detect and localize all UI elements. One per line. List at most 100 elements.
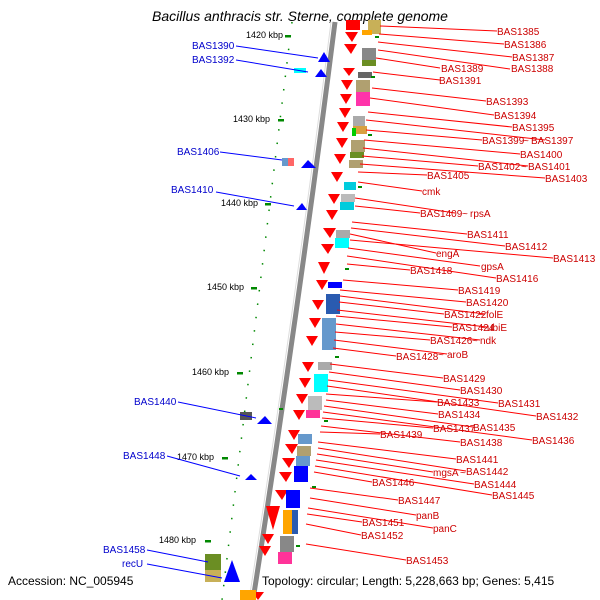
scale-arc <box>221 21 293 600</box>
gene-arrow <box>245 474 257 480</box>
topology-text: Topology: circular; Length: 5,228,663 bp… <box>262 574 555 588</box>
gene-label: BAS1451 <box>362 518 405 529</box>
gene-label: BAS1413 <box>553 254 596 265</box>
gene-label: BAS1452 <box>361 531 404 542</box>
gene-arrow <box>288 430 300 440</box>
scale-tick: 1470 kbp <box>177 452 228 462</box>
gene-label: BAS1431 <box>498 399 541 410</box>
gene-label: BAS1389 <box>441 64 484 75</box>
scale-tick: 1450 kbp <box>207 282 257 292</box>
gene-label: mgsA <box>433 468 459 479</box>
gene-arrow <box>302 362 314 372</box>
scale-tick: 1440 kbp <box>221 198 271 208</box>
svg-text:1470 kbp: 1470 kbp <box>177 452 214 462</box>
gene-label: BAS1430 <box>460 386 503 397</box>
gene-arrow <box>341 80 353 90</box>
gene-label: folE <box>486 310 504 321</box>
gene-label: BAS1428 <box>396 352 439 363</box>
gene-arrow <box>340 94 352 104</box>
gene-arrow <box>266 506 280 530</box>
gene-label: BAS1418 <box>410 266 453 277</box>
gene-label: BAS1458 <box>103 545 146 556</box>
svg-text:~: ~ <box>480 323 486 334</box>
gene-arrow <box>306 336 318 346</box>
left-leader-lines <box>146 45 319 579</box>
gene-arrow <box>315 69 327 77</box>
gene-label: BAS1409 <box>420 209 463 220</box>
gene-label: BAS1442 <box>466 467 509 478</box>
gene-arrow <box>296 394 308 404</box>
gene-label: BAS1429 <box>443 374 486 385</box>
svg-text:1450 kbp: 1450 kbp <box>207 282 244 292</box>
gene-label: aroB <box>447 350 468 361</box>
gene-label: BAS1401 <box>528 162 571 173</box>
gene-arrow <box>326 210 338 220</box>
gene-arrow <box>312 300 324 310</box>
gene-label: engA <box>436 249 460 260</box>
gene-label: BAS1437 <box>433 424 476 435</box>
forward-gene-arrows <box>252 20 360 600</box>
gene-label: BAS1388 <box>511 64 554 75</box>
gene-arrow <box>224 560 240 582</box>
gene-label: BAS1399 <box>482 136 525 147</box>
gene-label: BAS1438 <box>460 438 503 449</box>
gene-label: BAS1419 <box>458 286 501 297</box>
gene-label: BAS1439 <box>380 430 423 441</box>
gene-label: ubiE <box>487 323 507 334</box>
scale-tick: 1430 kbp <box>233 114 284 124</box>
gene-label: BAS1405 <box>427 171 470 182</box>
right-gene-labels: BAS1385 BAS1386 BAS1387 BAS1388 BAS1389 … <box>361 27 596 567</box>
gene-label: BAS1392 <box>192 55 235 66</box>
gene-label: BAS1412 <box>505 242 548 253</box>
gene-label: BAS1444 <box>474 480 517 491</box>
svg-text:~: ~ <box>478 310 484 321</box>
gene-label: recU <box>122 559 143 570</box>
gene-arrow <box>293 410 305 420</box>
genome-backbone-edge <box>248 21 332 600</box>
gene-arrow <box>344 44 357 54</box>
gene-arrow <box>339 108 351 118</box>
gene-label: rpsA <box>470 209 491 220</box>
svg-text:1440 kbp: 1440 kbp <box>221 198 258 208</box>
gene-arrow <box>343 68 355 76</box>
gene-arrow <box>334 154 346 164</box>
genome-backbone <box>250 21 338 600</box>
gene-label: BAS1394 <box>494 111 537 122</box>
scale-tick: 1460 kbp <box>192 367 243 377</box>
gene-label: BAS1393 <box>486 97 529 108</box>
gene-label: ndk <box>480 336 497 347</box>
gene-label: BAS1435 <box>473 423 516 434</box>
gene-label: BAS1436 <box>532 436 575 447</box>
gene-label: BAS1410 <box>171 185 214 196</box>
svg-text:~: ~ <box>523 136 529 147</box>
gene-arrow <box>259 546 271 556</box>
svg-text:1480 kbp: 1480 kbp <box>159 535 196 545</box>
gene-label: BAS1434 <box>438 410 481 421</box>
svg-text:~: ~ <box>462 209 468 220</box>
gene-arrow <box>316 280 328 290</box>
svg-text:~: ~ <box>521 162 527 173</box>
gene-label: BAS1441 <box>456 455 499 466</box>
gene-arrow <box>321 244 334 254</box>
gene-label: BAS1447 <box>398 496 441 507</box>
gene-arrow <box>296 203 307 210</box>
gene-label: BAS1403 <box>545 174 588 185</box>
svg-text:1420 kbp: 1420 kbp <box>246 30 283 40</box>
gene-arrow <box>331 172 343 182</box>
gene-arrow <box>257 416 272 424</box>
svg-text:~: ~ <box>460 468 466 479</box>
gene-arrow <box>275 490 288 500</box>
gene-category-boxes <box>205 20 381 600</box>
gene-label: BAS1426 <box>430 336 473 347</box>
gene-label: BAS1416 <box>496 274 539 285</box>
gene-arrow <box>309 318 321 328</box>
gene-label: BAS1440 <box>134 397 177 408</box>
gene-arrow <box>328 194 340 204</box>
gene-arrow <box>336 138 348 148</box>
gene-label: BAS1453 <box>406 556 449 567</box>
gene-arrow <box>301 160 316 168</box>
gene-label: BAS1386 <box>504 40 547 51</box>
gene-label: BAS1390 <box>192 41 235 52</box>
gene-label: BAS1433 <box>437 398 480 409</box>
